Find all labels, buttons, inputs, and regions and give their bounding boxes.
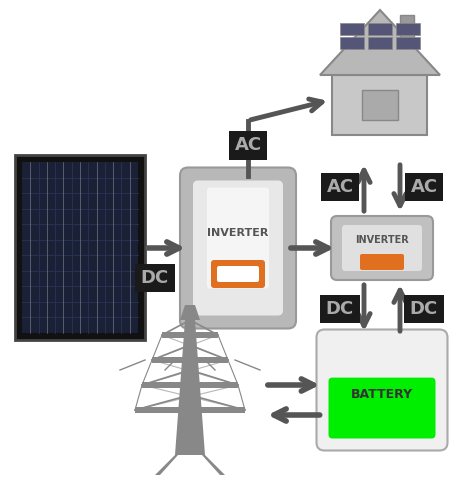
FancyBboxPatch shape [193, 181, 283, 315]
Polygon shape [175, 320, 205, 455]
Text: DC: DC [326, 300, 354, 318]
Text: AC: AC [235, 136, 262, 154]
FancyBboxPatch shape [22, 162, 138, 333]
Polygon shape [135, 407, 245, 413]
Text: INVERTER: INVERTER [355, 235, 409, 245]
FancyBboxPatch shape [340, 23, 364, 35]
FancyBboxPatch shape [362, 90, 398, 120]
FancyBboxPatch shape [396, 23, 420, 35]
Polygon shape [162, 332, 218, 338]
Text: AC: AC [327, 178, 354, 196]
FancyBboxPatch shape [368, 23, 392, 35]
Polygon shape [320, 10, 440, 75]
FancyBboxPatch shape [15, 155, 145, 340]
FancyBboxPatch shape [331, 216, 433, 280]
FancyBboxPatch shape [342, 225, 422, 271]
FancyBboxPatch shape [368, 37, 392, 49]
Text: BATTERY: BATTERY [351, 388, 413, 401]
Polygon shape [155, 455, 178, 475]
Text: DC: DC [141, 269, 169, 287]
Text: DC: DC [410, 300, 438, 318]
FancyBboxPatch shape [360, 254, 404, 270]
Text: AC: AC [410, 178, 438, 196]
Polygon shape [152, 357, 228, 363]
FancyBboxPatch shape [340, 37, 364, 49]
FancyBboxPatch shape [396, 37, 420, 49]
FancyBboxPatch shape [211, 260, 265, 288]
FancyBboxPatch shape [332, 75, 428, 135]
Polygon shape [180, 305, 200, 320]
FancyBboxPatch shape [207, 187, 269, 289]
Text: INVERTER: INVERTER [207, 228, 269, 238]
FancyBboxPatch shape [180, 168, 296, 328]
FancyBboxPatch shape [217, 266, 259, 282]
Polygon shape [142, 382, 238, 388]
FancyBboxPatch shape [328, 377, 436, 438]
FancyBboxPatch shape [317, 329, 447, 450]
FancyBboxPatch shape [400, 15, 414, 40]
Polygon shape [202, 455, 225, 475]
